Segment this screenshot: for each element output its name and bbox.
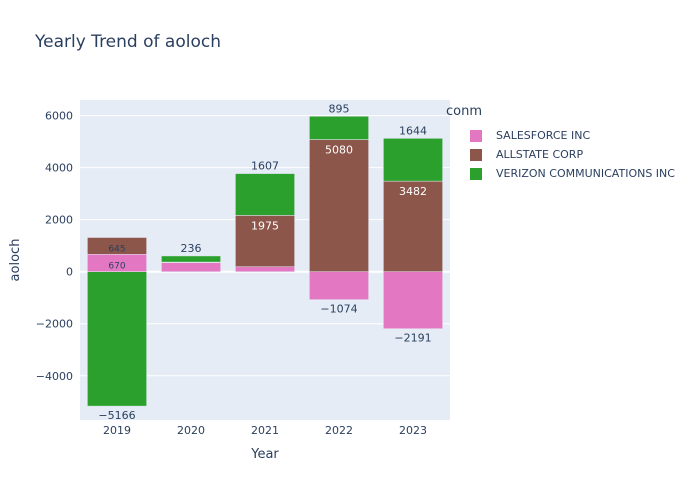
bar	[161, 262, 221, 272]
legend-swatch	[470, 129, 482, 142]
y-tick-label: 2000	[45, 214, 73, 227]
bar	[383, 180, 443, 272]
legend-item-salesforce[interactable]: SALESFORCE INC	[470, 126, 675, 145]
y-tick-label: −2000	[36, 318, 73, 331]
y-tick-label: 6000	[45, 110, 73, 123]
y-tick-label: 0	[66, 266, 73, 279]
y-tick-label: 4000	[45, 162, 73, 175]
legend-label: SALESFORCE INC	[496, 129, 591, 142]
bar	[383, 271, 443, 329]
x-tick-label: 2022	[325, 424, 353, 437]
data-label: −2191	[394, 332, 431, 345]
data-label: 3482	[399, 185, 427, 198]
bar	[87, 271, 147, 407]
bar-layer	[87, 116, 443, 407]
legend-label: VERIZON COMMUNICATIONS INC	[496, 167, 675, 180]
data-label: 1644	[399, 124, 427, 137]
data-label: 1607	[251, 160, 279, 173]
legend-label: ALLSTATE CORP	[496, 148, 584, 161]
data-label: 895	[329, 102, 350, 115]
bar	[235, 215, 295, 268]
legend-swatch	[470, 167, 482, 180]
chart-title: Yearly Trend of aoloch	[35, 32, 221, 52]
x-tick-label: 2020	[177, 424, 205, 437]
legend: conm SALESFORCE INC ALLSTATE CORP VERIZO…	[446, 104, 675, 183]
data-label: −5166	[98, 409, 135, 422]
y-tick-label: −4000	[36, 370, 73, 383]
data-label: 645	[108, 244, 125, 254]
bar	[309, 271, 369, 300]
label-layer: 670 −1074 −2191 645 1975 5080 3482 −5166 236 1607…	[98, 102, 431, 422]
axis-layer: −4000 −2000 0 2000 4000 6000 2019 2020 2021 2022 2…	[36, 110, 427, 437]
x-tick-label: 2023	[399, 424, 427, 437]
bar	[235, 266, 295, 272]
data-label: 1975	[251, 219, 279, 232]
y-axis-title: aoloch	[8, 239, 23, 282]
bar	[383, 138, 443, 182]
bar	[309, 116, 369, 140]
bar	[87, 237, 147, 255]
legend-item-verizon[interactable]: VERIZON COMMUNICATIONS INC	[470, 164, 675, 183]
legend-title: conm	[446, 104, 483, 119]
x-axis-title: Year	[250, 447, 279, 462]
bar	[161, 255, 221, 263]
bar	[235, 173, 295, 216]
bar	[309, 139, 369, 272]
legend-item-allstate[interactable]: ALLSTATE CORP	[470, 145, 675, 164]
x-tick-label: 2021	[251, 424, 279, 437]
data-label: 5080	[325, 144, 353, 157]
legend-swatch	[470, 148, 482, 161]
data-label: 236	[181, 242, 202, 255]
x-tick-label: 2019	[103, 424, 131, 437]
data-label: −1074	[320, 303, 357, 316]
data-label: 670	[108, 261, 125, 271]
